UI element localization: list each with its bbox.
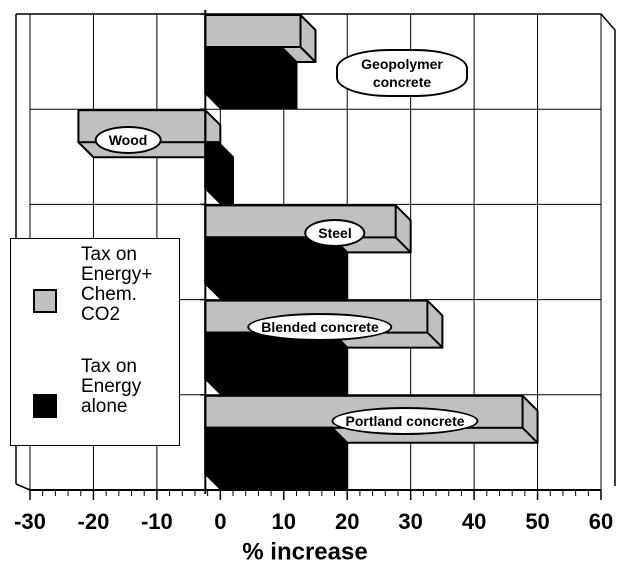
category-label: Geopolymer concrete [336, 49, 468, 97]
x-tick-label: 50 [525, 509, 549, 534]
x-tick-label: -30 [14, 509, 46, 534]
frame [15, 483, 31, 491]
legend: Tax on Energy+ Chem. CO2 Tax on Energy al… [10, 238, 180, 446]
bar-face [204, 426, 334, 475]
x-axis-label: % increase [242, 538, 367, 565]
category-label: Wood [94, 126, 162, 154]
x-tick-label: 20 [335, 509, 359, 534]
legend-label: Tax on Energy alone [81, 356, 142, 417]
bar-edge [331, 282, 348, 300]
x-tick-label: 40 [462, 509, 486, 534]
legend-swatch [33, 289, 57, 313]
bar-edge [280, 92, 298, 109]
x-tick-label: 10 [272, 509, 296, 534]
bar [204, 46, 298, 109]
bar [204, 141, 235, 205]
bar-edge [217, 187, 234, 204]
x-tick-label: 60 [589, 509, 613, 534]
category-label: Portland concrete [331, 407, 479, 435]
bar [204, 236, 349, 300]
bar [204, 331, 349, 395]
bar-face [204, 141, 220, 190]
bar-edge [426, 331, 444, 349]
category-label: Blended concrete [247, 313, 393, 341]
legend-label: Tax on Energy+ Chem. CO2 [81, 244, 153, 325]
bar-edge [299, 46, 317, 63]
x-tick-label: -20 [78, 509, 110, 534]
bar [204, 426, 349, 490]
bar-edge [331, 377, 348, 395]
category-label: Steel [304, 219, 366, 247]
bar-edge [521, 427, 539, 444]
bar-edge [394, 236, 412, 254]
bar-face [204, 204, 397, 239]
bar-face [204, 236, 334, 285]
legend-swatch [33, 394, 57, 418]
bar-face [204, 46, 283, 94]
x-tick-label: -10 [141, 509, 173, 534]
x-tick-label: 30 [398, 509, 422, 534]
x-tick-label: 0 [214, 509, 226, 534]
bar-edge [331, 473, 348, 490]
bar-face [204, 14, 302, 48]
